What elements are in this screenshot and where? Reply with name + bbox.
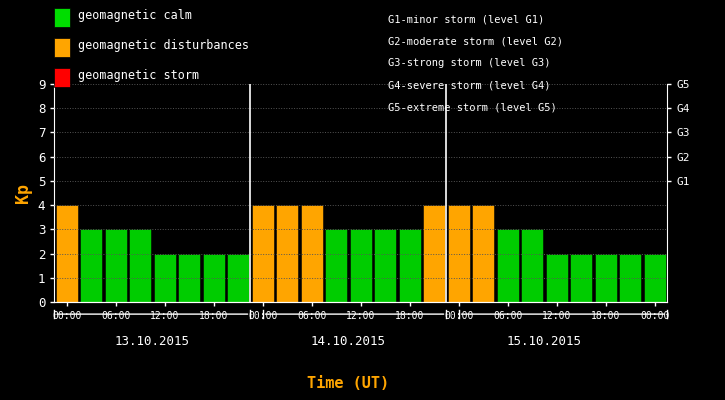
- Text: Time (UT): Time (UT): [307, 376, 389, 391]
- Bar: [619, 254, 642, 302]
- Bar: [447, 205, 470, 302]
- Bar: [178, 254, 200, 302]
- Bar: [374, 229, 397, 302]
- Text: 13.10.2015: 13.10.2015: [115, 335, 190, 348]
- Bar: [202, 254, 225, 302]
- Y-axis label: Kp: Kp: [14, 183, 33, 203]
- Bar: [227, 254, 249, 302]
- Text: G3-strong storm (level G3): G3-strong storm (level G3): [388, 58, 550, 68]
- Text: G4-severe storm (level G4): G4-severe storm (level G4): [388, 80, 550, 90]
- Bar: [154, 254, 175, 302]
- Bar: [349, 229, 372, 302]
- Text: geomagnetic disturbances: geomagnetic disturbances: [78, 40, 249, 52]
- Bar: [301, 205, 323, 302]
- Bar: [570, 254, 592, 302]
- Bar: [129, 229, 152, 302]
- Bar: [546, 254, 568, 302]
- Text: 14.10.2015: 14.10.2015: [311, 335, 386, 348]
- Text: G2-moderate storm (level G2): G2-moderate storm (level G2): [388, 36, 563, 46]
- Bar: [594, 254, 617, 302]
- Bar: [80, 229, 102, 302]
- Bar: [56, 205, 78, 302]
- Text: geomagnetic storm: geomagnetic storm: [78, 70, 199, 82]
- Bar: [644, 254, 666, 302]
- Text: 15.10.2015: 15.10.2015: [507, 335, 582, 348]
- Bar: [497, 229, 519, 302]
- Bar: [399, 229, 420, 302]
- Bar: [276, 205, 298, 302]
- Bar: [325, 229, 347, 302]
- Bar: [423, 205, 445, 302]
- Bar: [472, 205, 494, 302]
- Bar: [104, 229, 127, 302]
- Text: G5-extreme storm (level G5): G5-extreme storm (level G5): [388, 102, 557, 112]
- Bar: [521, 229, 543, 302]
- Text: geomagnetic calm: geomagnetic calm: [78, 10, 191, 22]
- Text: G1-minor storm (level G1): G1-minor storm (level G1): [388, 14, 544, 24]
- Bar: [252, 205, 274, 302]
